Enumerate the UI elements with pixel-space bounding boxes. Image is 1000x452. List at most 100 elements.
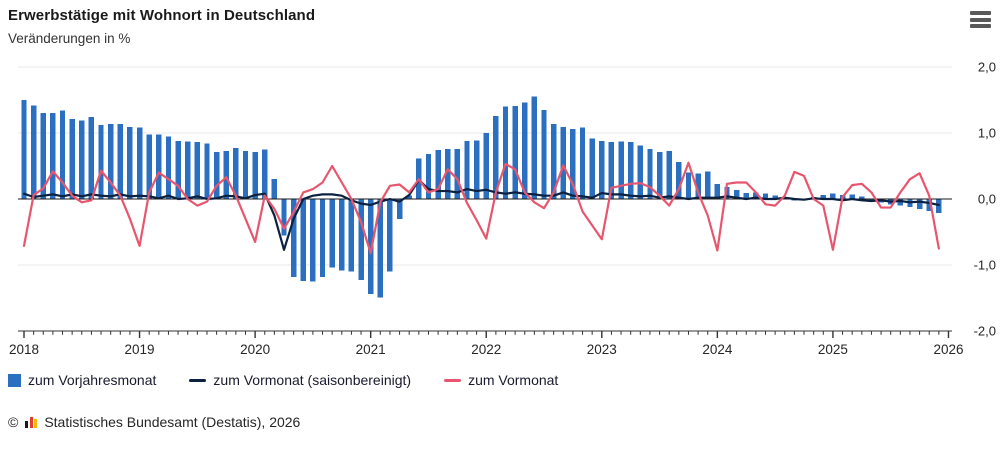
bar[interactable] xyxy=(165,136,172,199)
hamburger-menu-icon[interactable] xyxy=(970,11,991,28)
bar[interactable] xyxy=(743,193,749,199)
bar[interactable] xyxy=(656,152,663,199)
bar[interactable] xyxy=(589,138,595,199)
bar[interactable] xyxy=(618,141,624,199)
bar[interactable] xyxy=(348,199,355,272)
bar[interactable] xyxy=(579,127,586,199)
bar[interactable] xyxy=(79,120,85,199)
bar[interactable] xyxy=(300,199,306,281)
bar[interactable] xyxy=(242,150,249,199)
bar[interactable] xyxy=(194,142,201,199)
bar[interactable] xyxy=(117,123,123,199)
bar[interactable] xyxy=(233,148,239,199)
bar[interactable] xyxy=(252,152,258,199)
bar[interactable] xyxy=(522,102,528,199)
bar[interactable] xyxy=(69,119,75,199)
year-label: 2020 xyxy=(240,342,270,355)
bar[interactable] xyxy=(676,162,682,199)
bar[interactable] xyxy=(627,142,634,199)
bar[interactable] xyxy=(329,199,335,268)
bar[interactable] xyxy=(531,96,538,199)
bar[interactable] xyxy=(550,123,557,199)
bar[interactable] xyxy=(367,199,374,295)
bar[interactable] xyxy=(175,140,181,199)
bar[interactable] xyxy=(310,199,316,282)
bar[interactable] xyxy=(59,110,66,199)
chart-header: Erwerbstätige mit Wohnort in Deutschland… xyxy=(0,0,1000,46)
bar[interactable] xyxy=(705,171,711,199)
bar[interactable] xyxy=(502,106,509,199)
bar[interactable] xyxy=(290,199,297,277)
bar[interactable] xyxy=(88,117,95,199)
legend-item-vormonat[interactable]: zum Vormonat xyxy=(444,372,558,388)
bar[interactable] xyxy=(926,199,932,211)
page-title: Erwerbstätige mit Wohnort in Deutschland xyxy=(8,7,316,24)
legend-item-vorjahresmonat[interactable]: zum Vorjahresmonat xyxy=(8,372,156,388)
bar[interactable] xyxy=(868,199,875,201)
legend-label: zum Vormonat xyxy=(468,372,559,388)
bar[interactable] xyxy=(223,150,229,199)
bar[interactable] xyxy=(714,183,721,199)
bar[interactable] xyxy=(319,199,326,277)
bar[interactable] xyxy=(406,195,412,199)
bar[interactable] xyxy=(107,123,114,199)
bar[interactable] xyxy=(560,127,566,199)
bar[interactable] xyxy=(473,140,480,199)
bar[interactable] xyxy=(493,115,499,199)
bar[interactable] xyxy=(21,100,27,199)
bar[interactable] xyxy=(262,149,268,200)
y-axis-label: 0,0 xyxy=(978,192,996,207)
y-axis-label: 2,0 xyxy=(978,60,996,75)
bar[interactable] xyxy=(685,172,692,199)
bar[interactable] xyxy=(820,195,826,199)
bar[interactable] xyxy=(358,199,364,281)
bar[interactable] xyxy=(762,193,769,199)
bar[interactable] xyxy=(916,199,923,209)
bar[interactable] xyxy=(445,148,451,199)
bar[interactable] xyxy=(339,199,345,271)
bar[interactable] xyxy=(377,199,384,298)
bar-swatch-icon xyxy=(8,373,21,387)
bar[interactable] xyxy=(98,125,104,199)
bar[interactable] xyxy=(30,105,37,199)
bar[interactable] xyxy=(425,154,432,199)
bar[interactable] xyxy=(859,196,865,199)
bar[interactable] xyxy=(40,113,46,199)
chart-canvas[interactable]: 2,0 1,0 0,0 -1,0 -2,0 2018 2019 2020 2021 2022 202… xyxy=(0,47,1000,356)
bar[interactable] xyxy=(271,179,278,199)
bar[interactable] xyxy=(127,127,133,199)
bar-series[interactable] xyxy=(21,96,942,298)
bar[interactable] xyxy=(281,199,287,236)
bar[interactable] xyxy=(849,194,855,199)
bar[interactable] xyxy=(435,150,441,199)
bar[interactable] xyxy=(753,192,759,199)
bar[interactable] xyxy=(772,195,778,199)
bar[interactable] xyxy=(156,134,162,199)
bar[interactable] xyxy=(464,140,470,199)
bar[interactable] xyxy=(541,109,547,199)
bar[interactable] xyxy=(396,199,403,219)
bar[interactable] xyxy=(637,145,644,199)
bar[interactable] xyxy=(50,113,56,199)
bar[interactable] xyxy=(136,127,143,199)
bar[interactable] xyxy=(185,141,191,199)
bar[interactable] xyxy=(695,173,701,199)
bar[interactable] xyxy=(724,187,730,199)
bar[interactable] xyxy=(647,148,653,199)
bar[interactable] xyxy=(570,129,576,199)
bar[interactable] xyxy=(733,189,740,199)
bar[interactable] xyxy=(897,199,904,206)
bar[interactable] xyxy=(387,199,393,272)
bar[interactable] xyxy=(213,152,220,199)
bar[interactable] xyxy=(512,105,518,199)
bar[interactable] xyxy=(204,143,210,199)
bar[interactable] xyxy=(483,133,489,199)
menu-bar xyxy=(970,11,991,15)
legend-item-vormonat-saisonbereinigt[interactable]: zum Vormonat (saisonbereinigt) xyxy=(189,372,411,388)
bar[interactable] xyxy=(146,134,152,199)
bar[interactable] xyxy=(599,140,605,199)
bar[interactable] xyxy=(830,193,836,199)
bar[interactable] xyxy=(454,148,461,199)
bar[interactable] xyxy=(608,142,615,199)
bar[interactable] xyxy=(666,150,672,199)
